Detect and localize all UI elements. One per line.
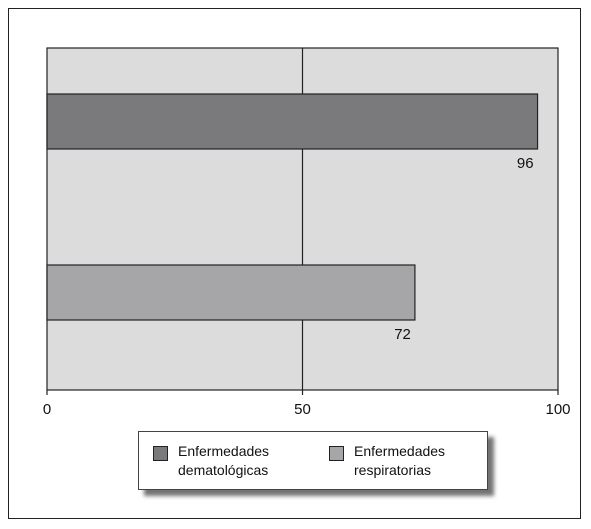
legend-label-dermatologicas: Enfermedades dematológicas [178, 443, 270, 478]
data-label-1: 72 [394, 326, 411, 343]
x-tick-label-1: 50 [294, 401, 311, 418]
data-label-0: 96 [517, 155, 534, 172]
bar-0 [46, 93, 539, 150]
legend-swatch-respiratorias [329, 446, 344, 461]
bar-1 [46, 264, 416, 321]
legend-item-dermatologicas: Enfermedades dematológicas [153, 442, 298, 480]
legend-swatch-dermatologicas [153, 446, 168, 461]
legend-item-respiratorias: Enfermedades respiratorias [329, 442, 474, 480]
legend: Enfermedades dematológicas Enfermedades … [138, 431, 488, 490]
legend-label-respiratorias: Enfermedades respiratorias [354, 443, 446, 478]
x-tick-label-2: 100 [545, 401, 570, 418]
x-tick-label-0: 0 [43, 401, 51, 418]
